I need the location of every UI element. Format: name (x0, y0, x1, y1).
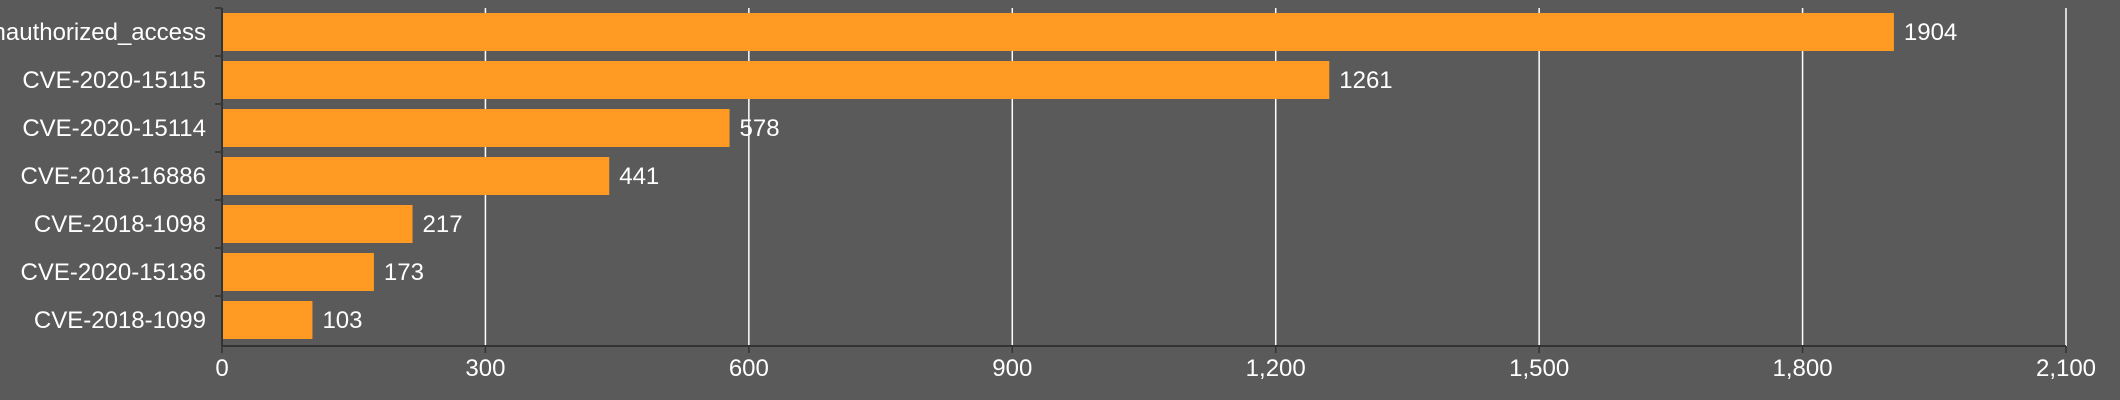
x-tick-label: 1,500 (1509, 355, 1569, 382)
bar (222, 157, 610, 195)
x-tick-label: 300 (465, 355, 505, 382)
bar (222, 301, 313, 339)
data-label: 1904 (1904, 19, 1957, 46)
category-label: CVE-2020-15136 (21, 259, 206, 286)
category-label: CVE-2018-1098 (34, 211, 206, 238)
category-label: CVE-2018-16886 (21, 163, 206, 190)
axis-layer: 0 300 600 900 1,200 1,500 1,800 2,100 unauthoriz… (0, 7, 2096, 382)
data-label: 103 (322, 307, 362, 334)
x-tick-label: 1,800 (1773, 355, 1833, 382)
category-label: CVE-2020-15115 (22, 67, 206, 94)
bar (222, 13, 1894, 51)
data-label: 217 (423, 211, 463, 238)
category-label: CVE-2020-15114 (22, 115, 206, 142)
x-tick-label: 2,100 (2036, 355, 2096, 382)
data-label: 441 (619, 163, 659, 190)
x-tick-label: 900 (992, 355, 1032, 382)
x-tick-label: 600 (729, 355, 769, 382)
bar (222, 109, 730, 147)
grid-layer (484, 8, 2067, 346)
x-tick-label: 0 (215, 355, 228, 382)
x-tick-label: 1,200 (1246, 355, 1306, 382)
data-label: 173 (384, 259, 424, 286)
category-label: unauthorized_access (0, 19, 206, 46)
category-label: CVE-2018-1099 (34, 307, 206, 334)
data-label: 1261 (1339, 67, 1392, 94)
bar-layer (222, 13, 1894, 339)
bar (222, 205, 413, 243)
bar (222, 61, 1330, 99)
data-label: 578 (740, 115, 780, 142)
bar (222, 253, 374, 291)
